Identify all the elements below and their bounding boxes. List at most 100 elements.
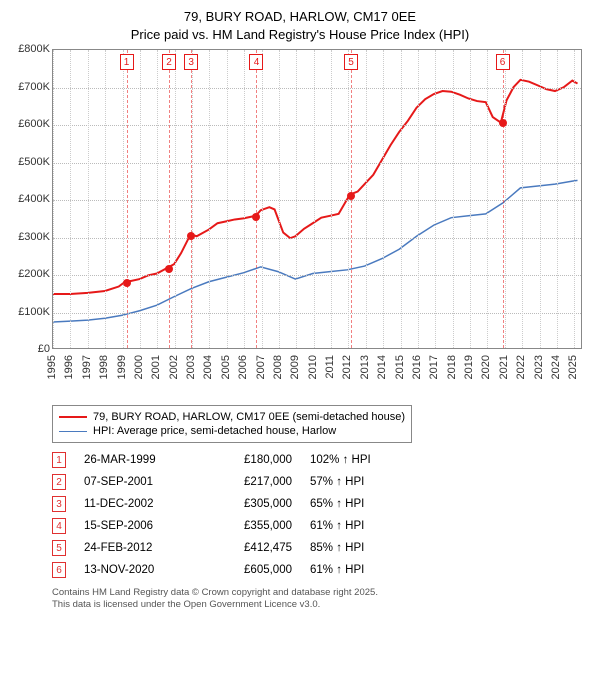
sale-pct: 85% ↑ HPI: [310, 542, 410, 554]
footnote: Contains HM Land Registry data © Crown c…: [52, 587, 590, 612]
x-tick-label: 2010: [307, 355, 319, 379]
sale-row: 207-SEP-2001£217,00057% ↑ HPI: [52, 471, 590, 493]
x-tick-label: 2004: [202, 355, 214, 379]
x-tick-label: 1999: [116, 355, 128, 379]
gridline-v: [383, 50, 384, 348]
y-tick-label: £600K: [18, 118, 50, 130]
sale-marker-box: 1: [120, 54, 134, 70]
sales-table: 1 26-MAR-1999 £180,000 102% ↑ HPI 2 07-SEP-20…: [52, 449, 590, 581]
x-tick-label: 2025: [567, 355, 579, 379]
gridline-v: [453, 50, 454, 348]
x-tick-label: 2017: [428, 355, 440, 379]
y-tick-label: £400K: [18, 193, 50, 205]
gridline-v: [157, 50, 158, 348]
sale-date: 13-NOV-2020: [84, 564, 194, 576]
y-tick-label: £100K: [18, 306, 50, 318]
gridline-v: [331, 50, 332, 348]
gridline-v: [279, 50, 280, 348]
gridline-v: [435, 50, 436, 348]
x-tick-label: 2003: [185, 355, 197, 379]
sale-date: 26-MAR-1999: [84, 454, 194, 466]
sale-price: £180,000: [212, 454, 292, 466]
legend-label: HPI: Average price, semi-detached house,…: [93, 425, 336, 437]
sale-number-box: 5: [52, 540, 66, 556]
gridline-v: [244, 50, 245, 348]
sale-marker-box: 3: [184, 54, 198, 70]
y-tick-label: £300K: [18, 231, 50, 243]
x-tick-label: 2009: [289, 355, 301, 379]
x-tick-label: 2016: [411, 355, 423, 379]
sale-date: 24-FEB-2012: [84, 542, 194, 554]
gridline-v: [487, 50, 488, 348]
series-line: [53, 80, 578, 294]
sale-marker-line: [256, 50, 257, 348]
x-tick-label: 2008: [272, 355, 284, 379]
x-tick-label: 1998: [98, 355, 110, 379]
gridline-v: [175, 50, 176, 348]
sale-number-box: 6: [52, 562, 66, 578]
x-tick-label: 2020: [480, 355, 492, 379]
sale-pct: 61% ↑ HPI: [310, 520, 410, 532]
legend-swatch: [59, 416, 87, 418]
sale-marker-dot: [165, 265, 173, 273]
sale-marker-dot: [347, 192, 355, 200]
footnote-line2: This data is licensed under the Open Gov…: [52, 599, 590, 611]
sale-date: 15-SEP-2006: [84, 520, 194, 532]
sale-row: 5 24-FEB-2012 £412,475 85% ↑ HPI: [52, 537, 590, 559]
x-tick-label: 2006: [237, 355, 249, 379]
gridline-v: [366, 50, 367, 348]
legend-label: 79, BURY ROAD, HARLOW, CM17 0EE (semi-de…: [93, 411, 405, 423]
gridline-v: [470, 50, 471, 348]
gridline-v: [401, 50, 402, 348]
sale-marker-line: [191, 50, 192, 348]
sale-marker-box: 5: [344, 54, 358, 70]
x-tick-label: 2024: [550, 355, 562, 379]
y-tick-label: £800K: [18, 43, 50, 55]
legend-item: 79, BURY ROAD, HARLOW, CM17 0EE (semi-de…: [59, 410, 405, 424]
sale-date: 07-SEP-2001: [84, 476, 194, 488]
series-line: [53, 181, 578, 323]
sale-marker-dot: [499, 119, 507, 127]
sale-price: £605,000: [212, 564, 292, 576]
x-tick-label: 2011: [324, 355, 336, 379]
sale-pct: 57% ↑ HPI: [310, 476, 410, 488]
chart-title: 79, BURY ROAD, HARLOW, CM17 0EE Price pa…: [10, 8, 590, 43]
x-tick-label: 1995: [46, 355, 58, 379]
plot-area: 123456: [52, 49, 582, 349]
sale-marker-box: 6: [496, 54, 510, 70]
gridline-v: [418, 50, 419, 348]
sale-number-box: 4: [52, 518, 66, 534]
x-tick-label: 2001: [150, 355, 162, 379]
sale-marker-dot: [252, 213, 260, 221]
gridline-v: [522, 50, 523, 348]
x-tick-label: 2021: [498, 355, 510, 379]
gridline-v: [123, 50, 124, 348]
gridline-v: [557, 50, 558, 348]
y-axis: £0£100K£200K£300K£400K£500K£600K£700K£80…: [10, 49, 52, 349]
chart-area: £0£100K£200K£300K£400K£500K£600K£700K£80…: [10, 49, 590, 399]
footnote-line1: Contains HM Land Registry data © Crown c…: [52, 587, 590, 599]
sale-number-box: 2: [52, 474, 66, 490]
sale-price: £305,000: [212, 498, 292, 510]
sale-pct: 61% ↑ HPI: [310, 564, 410, 576]
sale-marker-dot: [187, 232, 195, 240]
gridline-v: [296, 50, 297, 348]
sale-date: 11-DEC-2002: [84, 498, 194, 510]
x-tick-label: 2007: [255, 355, 267, 379]
sale-number-box: 1: [52, 452, 66, 468]
sale-pct: 102% ↑ HPI: [310, 454, 410, 466]
sale-marker-box: 2: [162, 54, 176, 70]
sale-row: 311-DEC-2002£305,00065% ↑ HPI: [52, 493, 590, 515]
gridline-v: [314, 50, 315, 348]
gridline-v: [53, 50, 54, 348]
x-tick-label: 2019: [463, 355, 475, 379]
x-tick-label: 2013: [359, 355, 371, 379]
y-tick-label: £0: [38, 343, 50, 355]
sale-price: £412,475: [212, 542, 292, 554]
legend-item: HPI: Average price, semi-detached house,…: [59, 424, 405, 438]
x-tick-label: 2015: [394, 355, 406, 379]
legend-swatch: [59, 431, 87, 432]
legend: 79, BURY ROAD, HARLOW, CM17 0EE (semi-de…: [52, 405, 412, 443]
x-tick-label: 2022: [515, 355, 527, 379]
title-line2: Price paid vs. HM Land Registry's House …: [10, 26, 590, 44]
